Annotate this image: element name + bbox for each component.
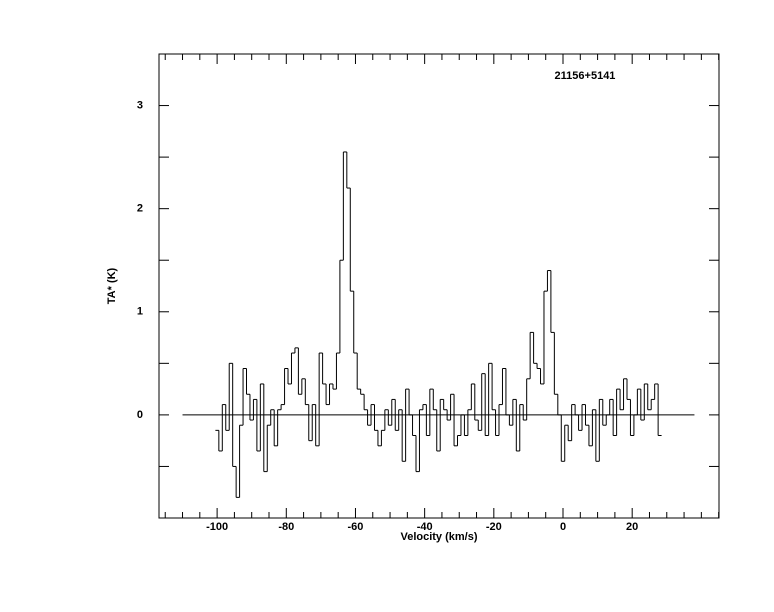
x-tick-label: -80 xyxy=(278,521,294,533)
plot-frame xyxy=(158,53,720,519)
x-axis-label: Velocity (km/s) xyxy=(400,531,477,543)
x-tick-label: -60 xyxy=(348,521,364,533)
y-tick-label: 2 xyxy=(137,203,143,215)
y-axis-label: TA* (K) xyxy=(106,267,118,304)
x-tick-label: -20 xyxy=(486,521,502,533)
y-tick-label: 3 xyxy=(137,99,143,111)
x-tick-label: 0 xyxy=(560,521,566,533)
x-tick-label: 20 xyxy=(626,521,638,533)
x-tick-label: -100 xyxy=(206,521,228,533)
chart-title: 21156+5141 xyxy=(555,70,616,82)
x-tick-label: -40 xyxy=(417,521,433,533)
y-tick-label: 0 xyxy=(137,409,143,421)
y-tick-label: 1 xyxy=(137,306,143,318)
